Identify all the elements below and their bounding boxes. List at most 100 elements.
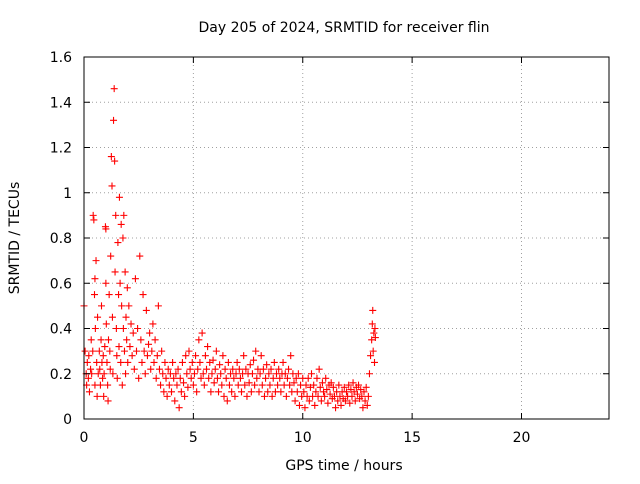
data-point <box>264 388 272 396</box>
data-point <box>147 365 155 373</box>
data-point <box>105 336 112 344</box>
data-point <box>171 397 179 405</box>
data-point <box>230 374 238 382</box>
data-point <box>233 358 241 366</box>
data-point <box>274 381 282 389</box>
data-point <box>220 392 228 400</box>
data-point <box>109 370 117 378</box>
data-point <box>292 374 300 382</box>
data-point <box>163 392 171 400</box>
data-point <box>279 358 287 366</box>
data-point <box>101 343 109 351</box>
data-point <box>112 211 120 219</box>
data-point <box>216 361 224 369</box>
data-point <box>240 352 248 360</box>
data-point <box>113 352 121 360</box>
data-point <box>127 320 135 328</box>
data-point <box>282 392 290 400</box>
data-point <box>180 379 188 387</box>
data-point <box>134 325 142 332</box>
data-point <box>343 388 350 396</box>
data-point <box>129 329 137 337</box>
data-point <box>222 374 230 382</box>
data-point <box>186 365 194 373</box>
data-point <box>335 381 343 389</box>
data-point <box>324 399 332 407</box>
y-tick-label: 0.2 <box>50 367 72 383</box>
data-point <box>194 365 202 373</box>
data-point <box>119 234 127 242</box>
data-point <box>141 370 149 378</box>
data-point <box>323 386 331 394</box>
data-point <box>305 397 313 405</box>
data-point <box>169 358 177 366</box>
data-point <box>94 370 102 378</box>
data-point <box>112 325 120 332</box>
data-point <box>340 383 348 391</box>
data-point <box>365 370 373 378</box>
data-point <box>157 381 165 389</box>
data-point <box>370 329 378 337</box>
data-point <box>100 370 108 378</box>
data-point <box>94 313 102 321</box>
data-point <box>187 374 195 382</box>
data-point <box>107 153 115 161</box>
data-point <box>203 365 210 373</box>
data-point <box>148 347 156 355</box>
data-point <box>308 370 315 378</box>
data-point <box>137 336 145 344</box>
data-point <box>207 388 215 396</box>
data-point <box>253 374 261 382</box>
data-point <box>83 358 91 366</box>
data-point <box>119 325 127 332</box>
data-point <box>252 347 260 355</box>
data-point <box>107 252 115 260</box>
data-point <box>259 365 267 373</box>
data-point <box>115 193 123 201</box>
data-point <box>172 370 180 378</box>
data-point <box>117 358 125 366</box>
chart-title: Day 205 of 2024, SRMTID for receiver fli… <box>199 20 490 36</box>
data-point <box>110 85 118 93</box>
data-point <box>198 329 206 337</box>
data-point <box>87 365 95 373</box>
data-point <box>181 392 189 400</box>
data-point <box>256 370 264 378</box>
data-point <box>114 239 122 247</box>
data-point <box>224 358 232 366</box>
data-point <box>242 365 250 373</box>
data-point <box>120 347 128 355</box>
data-point <box>102 225 110 233</box>
data-point <box>286 381 294 389</box>
data-point <box>223 397 231 405</box>
data-point <box>91 275 99 283</box>
data-point <box>124 358 132 366</box>
data-point <box>182 352 190 360</box>
data-point <box>219 352 227 360</box>
data-point <box>353 390 361 398</box>
data-point <box>348 392 356 400</box>
data-point <box>345 381 353 389</box>
data-point <box>362 383 370 391</box>
data-point <box>318 379 326 387</box>
data-point <box>217 370 225 378</box>
data-point <box>204 343 212 351</box>
data-point <box>168 388 175 396</box>
data-point <box>251 381 259 389</box>
data-point <box>98 302 105 310</box>
data-point <box>255 388 263 396</box>
data-point <box>151 336 159 344</box>
data-point <box>312 388 320 396</box>
data-point <box>165 381 173 389</box>
data-point <box>96 381 104 389</box>
data-point <box>245 379 253 387</box>
data-point <box>135 374 143 382</box>
plot-frame <box>83 56 610 420</box>
data-point <box>201 352 209 360</box>
data-point <box>138 358 146 366</box>
data-point <box>158 347 166 355</box>
data-point <box>113 374 121 382</box>
data-point <box>276 374 284 382</box>
data-point <box>146 329 154 337</box>
x-tick-label: 15 <box>403 430 421 446</box>
